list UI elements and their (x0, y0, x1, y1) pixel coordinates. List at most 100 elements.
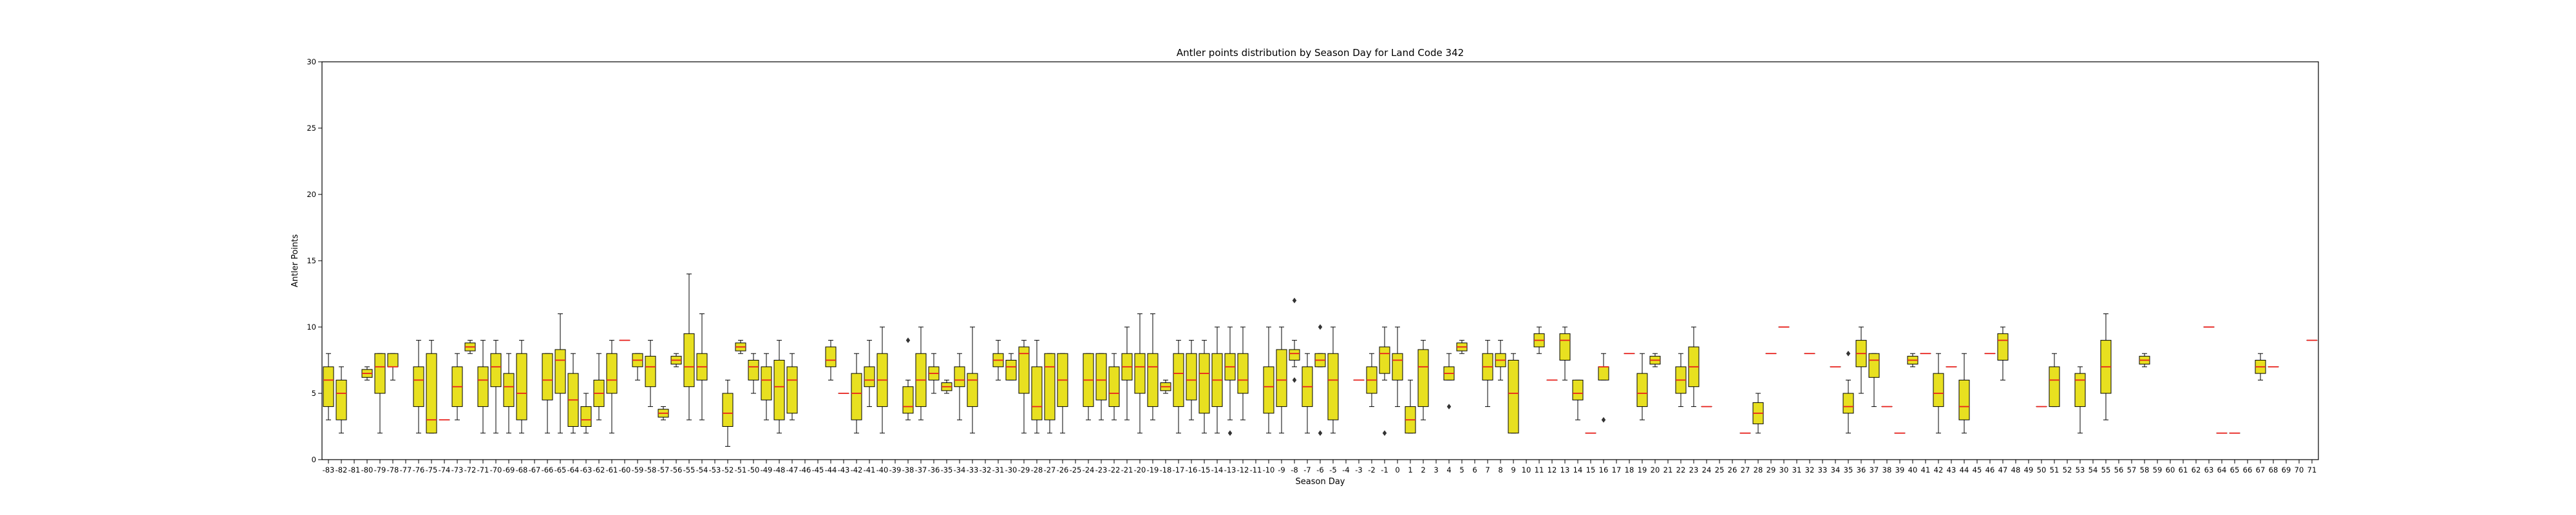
box-body (1018, 346, 1030, 394)
x-tick-label--59: -59 (632, 465, 644, 474)
box-body (554, 349, 566, 394)
box--29 (1018, 340, 1030, 434)
box--31 (992, 340, 1004, 380)
flier-point (1446, 404, 1452, 410)
x-tick-label-38: 38 (1882, 465, 1892, 474)
x-tick-label--55: -55 (683, 465, 696, 474)
box-body (902, 386, 914, 414)
box-20 (1649, 353, 1661, 368)
x-tick-label--60: -60 (619, 465, 631, 474)
flier-point (1292, 377, 1297, 383)
x-tick-label-6: 6 (1472, 465, 1477, 474)
x-tick-label--74: -74 (439, 465, 451, 474)
x-tick-label-40: 40 (1908, 465, 1918, 474)
x-tick-label-36: 36 (1857, 465, 1866, 474)
x-tick-label-70: 70 (2295, 465, 2304, 474)
box--33 (967, 326, 978, 434)
y-tick-label-25: 25 (307, 124, 316, 133)
x-tick-label-57: 57 (2127, 465, 2137, 474)
x-tick-label--14: -14 (1211, 465, 1224, 474)
box--52 (722, 379, 734, 447)
x-tick-label--82: -82 (336, 465, 348, 474)
box-body (1636, 373, 1648, 407)
x-tick-label--41: -41 (864, 465, 876, 474)
box--17 (1173, 340, 1184, 434)
box-19 (1636, 353, 1648, 420)
x-tick-label--72: -72 (464, 465, 477, 474)
box-body (954, 366, 965, 388)
box-2 (1417, 340, 1429, 420)
x-tick-label--32: -32 (980, 465, 992, 474)
box-53 (2074, 366, 2086, 434)
box-16 (1598, 353, 1609, 423)
x-tick-label-41: 41 (1921, 465, 1931, 474)
box-44 (1958, 353, 1970, 434)
plot-area (322, 62, 2318, 460)
box--16 (1186, 340, 1197, 420)
x-tick-label-71: 71 (2307, 465, 2317, 474)
box-body (2074, 373, 2086, 407)
box--28 (1031, 340, 1043, 434)
x-tick-label-34: 34 (1831, 465, 1841, 474)
x-tick-label-11: 11 (1535, 465, 1544, 474)
box-body (1134, 353, 1146, 394)
box--73 (451, 353, 463, 420)
x-tick-label--45: -45 (812, 465, 824, 474)
flier-point (1292, 297, 1297, 304)
x-tick-label--50: -50 (748, 465, 760, 474)
x-tick-label-56: 56 (2114, 465, 2124, 474)
x-tick-label--18: -18 (1160, 465, 1172, 474)
box--2 (1366, 353, 1378, 407)
x-tick-label--17: -17 (1173, 465, 1185, 474)
box-body (542, 353, 553, 400)
x-tick-label--22: -22 (1108, 465, 1121, 474)
box--82 (336, 366, 347, 434)
x-tick-label--57: -57 (658, 465, 670, 474)
x-tick-label-69: 69 (2282, 465, 2291, 474)
x-tick-label--51: -51 (735, 465, 747, 474)
x-tick-label-16: 16 (1599, 465, 1609, 474)
box-body (426, 353, 437, 434)
y-axis-ticks: 0 5 10 15 20 25 30 (307, 57, 322, 464)
x-tick-label--73: -73 (451, 465, 464, 474)
x-tick-label-63: 63 (2204, 465, 2214, 474)
box--13 (1224, 326, 1236, 436)
x-tick-label-8: 8 (1498, 465, 1502, 474)
box-body (1572, 379, 1584, 400)
box-body (413, 366, 424, 407)
box--20 (1134, 313, 1146, 434)
x-tick-label--2: -2 (1368, 465, 1375, 474)
x-tick-label-0: 0 (1395, 465, 1399, 474)
x-tick-label--53: -53 (709, 465, 721, 474)
x-tick-label--28: -28 (1031, 465, 1043, 474)
box--21 (1121, 326, 1133, 420)
box-47 (1997, 326, 2009, 380)
box--22 (1108, 353, 1120, 420)
x-tick-label-24: 24 (1702, 465, 1712, 474)
x-tick-label-46: 46 (1985, 465, 1995, 474)
box--10 (1263, 326, 1274, 434)
box-35 (1842, 350, 1854, 434)
x-tick-label--75: -75 (426, 465, 438, 474)
x-tick-label-59: 59 (2153, 465, 2163, 474)
x-tick-label-42: 42 (1934, 465, 1944, 474)
x-tick-label--62: -62 (593, 465, 605, 474)
x-tick-label-29: 29 (1766, 465, 1776, 474)
chart-title: Antler points distribution by Season Day… (1177, 47, 1464, 59)
box--80 (361, 366, 373, 380)
x-tick-label-27: 27 (1741, 465, 1750, 474)
box--48 (773, 340, 785, 434)
box-body (1598, 366, 1609, 380)
x-tick-label-9: 9 (1511, 465, 1515, 474)
box-body (1005, 360, 1017, 380)
y-tick-label-5: 5 (312, 389, 316, 398)
box-body (761, 366, 772, 400)
box--37 (915, 326, 927, 420)
box--57 (658, 406, 669, 420)
box-1 (1405, 379, 1416, 434)
box-51 (2049, 353, 2060, 407)
flier-point (1318, 324, 1323, 330)
x-tick-label--48: -48 (773, 465, 786, 474)
box-58 (2139, 353, 2150, 368)
